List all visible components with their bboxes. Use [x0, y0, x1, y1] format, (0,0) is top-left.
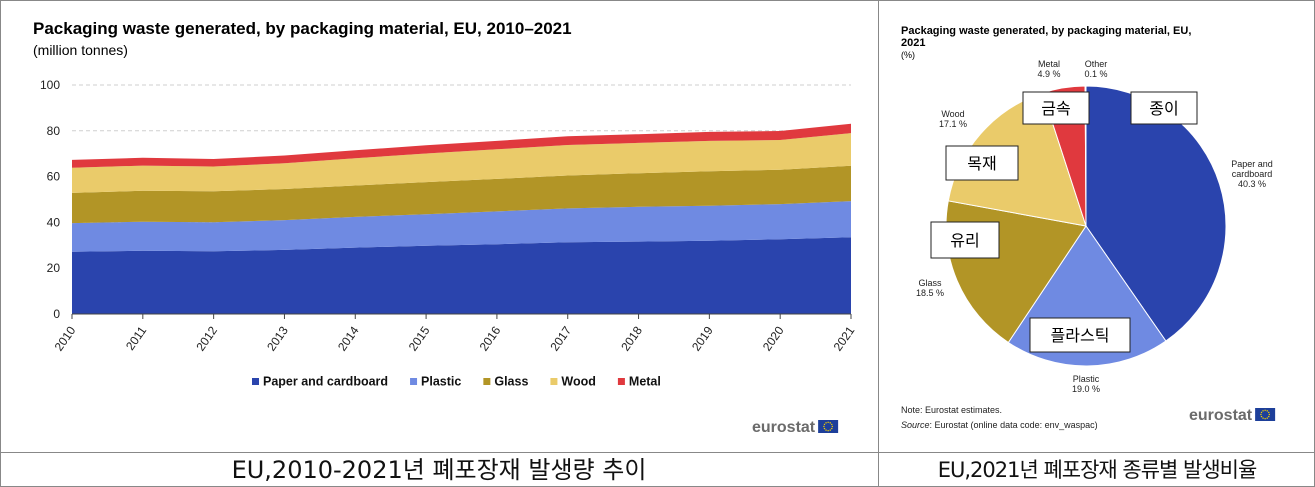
pie-label-paper-and-cardboard-name-1: cardboard: [1232, 169, 1273, 179]
eurostat-logo-right-text: eurostat: [1189, 407, 1253, 424]
ko-label-glass: 유리: [930, 221, 1000, 259]
legend-label-metal: Metal: [629, 375, 661, 389]
pie-title-line1: Packaging waste generated, by packaging …: [901, 25, 1191, 37]
y-tick-100: 100: [40, 78, 60, 92]
y-tick-40: 40: [47, 215, 61, 229]
pie-subtitle: (%): [901, 50, 915, 60]
legend-swatch-plastic: [410, 378, 418, 385]
legend-label-paper-and-cardboard: Paper and cardboard: [263, 375, 388, 389]
pie-label-other-name-0: Other: [1085, 59, 1108, 69]
ko-label-plastic: 플라스틱: [1029, 317, 1131, 353]
x-tick-2021: 2021: [831, 323, 858, 353]
legend-label-wood: Wood: [561, 375, 595, 389]
ko-label-paper-box: [1130, 91, 1198, 125]
pie-label-metal-value: 4.9 %: [1037, 69, 1060, 79]
eurostat-logo-right-eu-flag: [1255, 408, 1276, 421]
eurostat-logo-left-text: eurostat: [752, 419, 816, 436]
pie-label-glass-name-0: Glass: [918, 278, 942, 288]
pie-label-wood-name-0: Wood: [941, 109, 964, 119]
area-metal: [72, 123, 851, 168]
caption-divider: [0, 452, 1315, 453]
pie-label-wood-value: 17.1 %: [939, 119, 967, 129]
legend-swatch-paper-and-cardboard: [252, 378, 259, 385]
x-tick-2020: 2020: [760, 323, 787, 353]
chart-title: Packaging waste generated, by packaging …: [33, 19, 572, 38]
pie-label-plastic-name-0: Plastic: [1073, 374, 1100, 384]
ko-label-plastic-box: [1029, 317, 1131, 353]
pie-label-paper-and-cardboard-value: 40.3 %: [1238, 179, 1266, 189]
x-tick-2010: 2010: [52, 323, 79, 353]
x-tick-2016: 2016: [477, 323, 504, 353]
area-glass: [72, 165, 851, 224]
ko-label-metal-text: 금속: [1041, 99, 1070, 118]
y-tick-20: 20: [47, 261, 61, 275]
legend-swatch-wood: [550, 378, 558, 385]
x-tick-2017: 2017: [547, 323, 574, 353]
eurostat-logo-right: eurostat: [1189, 407, 1276, 424]
area-wood: [72, 133, 851, 193]
pie-label-other-value: 0.1 %: [1084, 69, 1107, 79]
ko-label-glass-box: [930, 221, 1000, 259]
ko-label-wood: 목재: [945, 145, 1019, 181]
ko-label-metal: 금속: [1022, 91, 1090, 125]
column-divider: [878, 0, 879, 487]
pie-label-paper-and-cardboard-name-0: Paper and: [1231, 159, 1273, 169]
y-tick-80: 80: [47, 124, 61, 138]
ko-label-metal-box: [1022, 91, 1090, 125]
ko-label-paper-text: 종이: [1149, 99, 1178, 118]
area-plastic: [72, 201, 851, 252]
x-tick-2012: 2012: [193, 323, 220, 353]
x-tick-2014: 2014: [335, 323, 362, 353]
pie-source: Source: Eurostat (online data code: env_…: [901, 420, 1098, 430]
legend-label-plastic: Plastic: [421, 375, 461, 389]
legend-label-glass: Glass: [494, 375, 528, 389]
x-tick-2015: 2015: [406, 323, 433, 353]
eurostat-logo-left-eu-flag: [818, 420, 839, 433]
pie-title-line2: 2021: [901, 37, 925, 49]
area-paper-and-cardboard: [72, 237, 851, 314]
y-tick-0: 0: [53, 307, 60, 321]
ko-label-plastic-text: 플라스틱: [1051, 326, 1110, 345]
eurostat-logo-left: eurostat: [752, 419, 839, 436]
pie-label-plastic-value: 19.0 %: [1072, 384, 1100, 394]
caption-right: EU,2021년 폐포장재 종류별 발생비율: [937, 458, 1258, 482]
ko-label-paper: 종이: [1130, 91, 1198, 125]
pie-label-glass-value: 18.5 %: [916, 288, 944, 298]
x-tick-2011: 2011: [123, 323, 149, 352]
chart-subtitle: (million tonnes): [33, 42, 128, 58]
ko-label-glass-text: 유리: [950, 231, 979, 250]
ko-label-wood-box: [945, 145, 1019, 181]
pie-label-metal-name-0: Metal: [1038, 59, 1060, 69]
pie-note: Note: Eurostat estimates.: [901, 405, 1002, 415]
legend-swatch-metal: [617, 378, 625, 385]
x-tick-2013: 2013: [264, 323, 291, 353]
ko-label-wood-text: 목재: [967, 154, 996, 173]
x-tick-2018: 2018: [618, 323, 645, 353]
caption-left: EU,2010-2021년 폐포장재 발생량 추이: [231, 456, 647, 484]
x-tick-2019: 2019: [689, 323, 716, 353]
y-tick-60: 60: [47, 170, 61, 184]
legend-swatch-glass: [483, 378, 491, 385]
